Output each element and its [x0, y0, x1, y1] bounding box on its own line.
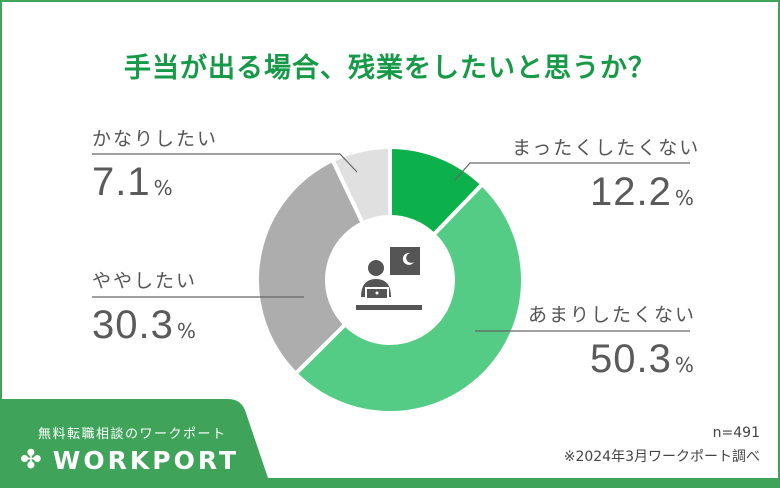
logo-text: WORKPORT [52, 445, 240, 475]
label-name: まったくしたくない [512, 137, 701, 159]
donut-slice [255, 157, 366, 377]
brand-tagline: 無料転職相談のワークポート [38, 427, 227, 442]
label-value: 30.3 [92, 303, 174, 347]
label-value: 50.3 [590, 337, 672, 381]
donut-slice [292, 181, 526, 416]
source-note: ※2024年3月ワークポート調べ [563, 449, 760, 465]
label-unit: % [153, 176, 173, 200]
label-amari: あまりしたくない [528, 300, 696, 327]
label-value: 7.1 [92, 160, 151, 204]
value-yaya: 30.3% [92, 303, 196, 348]
leader-lines [92, 153, 690, 332]
label-kanari: かなりしたい [92, 124, 218, 151]
workport-logo[interactable]: ✤ WORKPORT [20, 445, 239, 475]
label-name: かなりしたい [92, 128, 219, 150]
label-value: 12.2 [590, 170, 672, 214]
person-working-at-night-icon [356, 247, 422, 310]
chart-title: 手当が出る場合、残業をしたいと思うか？ [124, 53, 656, 84]
label-unit: % [176, 319, 196, 343]
label-name: あまりしたくない [528, 304, 697, 326]
label-unit: % [674, 353, 694, 377]
leader-line-kanari [92, 153, 358, 173]
label-unit: % [674, 186, 694, 210]
value-kanari: 7.1% [92, 160, 173, 205]
clover-icon: ✤ [20, 445, 45, 475]
donut-slices [255, 144, 526, 416]
value-amari: 50.3% [590, 337, 694, 382]
sample-size: n=491 [712, 425, 760, 441]
donut-slice [329, 144, 392, 226]
brand-banner [0, 399, 268, 478]
label-name: ややしたい [92, 270, 198, 292]
leader-line-mattaku [454, 162, 690, 181]
value-mattaku: 12.2% [590, 170, 694, 215]
label-yaya: ややしたい [92, 266, 197, 293]
label-mattaku: まったくしたくない [512, 133, 700, 160]
